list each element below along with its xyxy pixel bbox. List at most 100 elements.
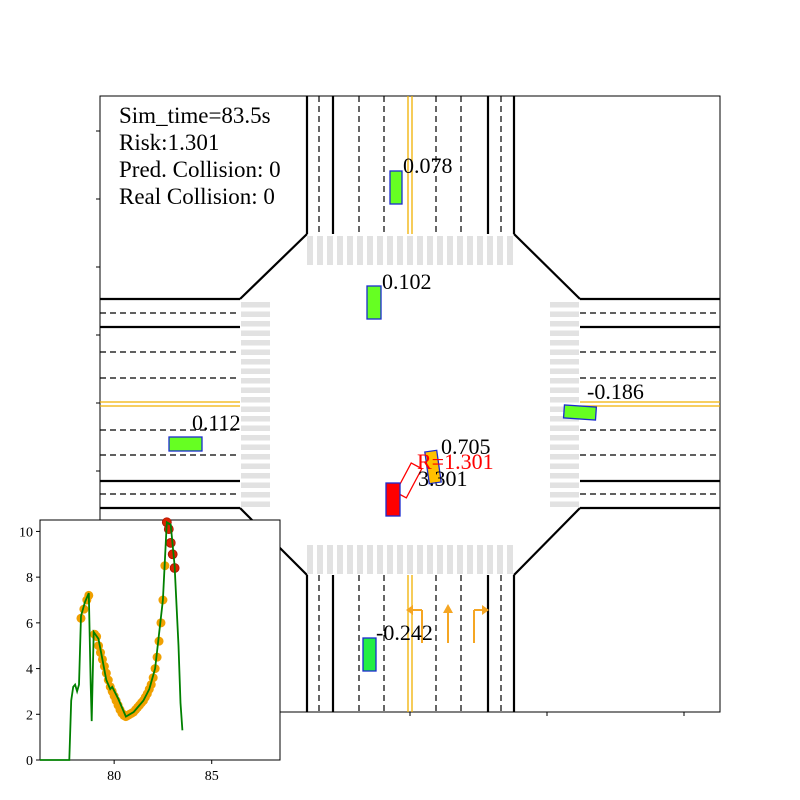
crosswalk-stripe xyxy=(241,435,270,441)
crosswalk-stripe xyxy=(507,545,513,574)
risk-line xyxy=(40,520,184,761)
crosswalk-stripe xyxy=(241,406,270,412)
vehicle-center xyxy=(424,449,442,485)
predicted-path-outline xyxy=(394,462,423,499)
crosswalk-stripe xyxy=(407,236,413,265)
vehicle-label: 3.301 xyxy=(418,466,468,491)
crosswalk-stripe xyxy=(550,330,579,336)
crosswalk-stripe xyxy=(241,425,270,431)
sim-status-overlay: Sim_time=83.5s Risk:1.301 Pred. Collisio… xyxy=(119,102,281,210)
vehicle-label: 0.112 xyxy=(192,410,241,435)
crosswalk-stripe xyxy=(367,545,373,574)
crosswalk-stripe xyxy=(241,501,270,507)
crosswalk-stripe xyxy=(550,387,579,393)
road-boundaries xyxy=(100,96,720,712)
y-tick-label: 2 xyxy=(26,708,33,723)
crosswalk-stripe xyxy=(357,236,363,265)
crosswalk-stripe xyxy=(417,236,423,265)
crosswalk-stripe xyxy=(241,416,270,422)
frame-ticks xyxy=(96,130,685,716)
crosswalk-stripe xyxy=(241,349,270,355)
crosswalk-stripe xyxy=(317,545,323,574)
crosswalk-stripe xyxy=(367,236,373,265)
straight-arrow-icon xyxy=(443,604,453,643)
crosswalk-stripe xyxy=(241,321,270,327)
vehicle-label: 0.078 xyxy=(403,153,453,178)
crosswalk-stripe xyxy=(377,545,383,574)
crosswalk-stripe xyxy=(241,482,270,488)
crosswalk-stripe xyxy=(550,340,579,346)
vehicle-north-far xyxy=(389,170,403,205)
crosswalk-stripe xyxy=(497,545,503,574)
y-tick-label: 6 xyxy=(26,617,33,632)
vehicle-ego xyxy=(385,482,401,517)
crosswalk-stripe xyxy=(347,545,353,574)
crosswalk-stripe xyxy=(241,454,270,460)
crosswalk-stripe xyxy=(241,311,270,317)
vehicle-south xyxy=(362,637,377,672)
crosswalk-stripe xyxy=(337,236,343,265)
crosswalk-stripe xyxy=(397,236,403,265)
left-turn-arrow-icon xyxy=(406,605,423,643)
crosswalk-stripe xyxy=(241,359,270,365)
vehicle-label: -0.242 xyxy=(376,620,433,645)
x-tick-label: 80 xyxy=(107,769,121,784)
crosswalk-stripe xyxy=(357,545,363,574)
crosswalk-stripe xyxy=(337,545,343,574)
crosswalk-stripe xyxy=(550,501,579,507)
crosswalk-stripe xyxy=(550,359,579,365)
crosswalk-stripe xyxy=(241,368,270,374)
risk-text: Risk:1.301 xyxy=(119,130,220,155)
crosswalk-stripe xyxy=(550,302,579,308)
y-tick-label: 4 xyxy=(26,663,33,678)
crosswalk-stripe xyxy=(447,236,453,265)
crosswalk-stripe xyxy=(241,444,270,450)
crosswalk-stripe xyxy=(241,397,270,403)
crosswalk-stripe xyxy=(550,492,579,498)
crosswalk-stripe xyxy=(477,236,483,265)
risk-inset-plot: 0 2 4 6 8 10 80 85 xyxy=(19,517,281,784)
crosswalk-stripe xyxy=(327,545,333,574)
crosswalk-stripe xyxy=(427,545,433,574)
crosswalk-stripe xyxy=(467,545,473,574)
crosswalk-stripe xyxy=(387,545,393,574)
crosswalk-stripe xyxy=(241,387,270,393)
crosswalk-stripe xyxy=(550,435,579,441)
sim-time-text: Sim_time=83.5s xyxy=(119,103,271,128)
right-turn-arrow-icon xyxy=(473,605,489,643)
recent-risk-point xyxy=(165,537,176,548)
crosswalk-stripe xyxy=(241,492,270,498)
crosswalk-stripe xyxy=(550,473,579,479)
vehicle-label: 0.705 xyxy=(441,434,491,459)
crosswalk-stripe xyxy=(241,378,270,384)
crosswalk-stripe xyxy=(317,236,323,265)
crosswalk-stripe xyxy=(307,545,313,574)
y-tick-label: 8 xyxy=(26,571,33,586)
crosswalks xyxy=(241,236,579,574)
vehicle-west xyxy=(168,436,203,452)
vehicle-label: 0.102 xyxy=(382,269,432,294)
crosswalk-stripe xyxy=(550,416,579,422)
crosswalk-stripe xyxy=(387,236,393,265)
crosswalk-stripe xyxy=(477,545,483,574)
crosswalk-stripe xyxy=(447,545,453,574)
crosswalk-stripe xyxy=(417,545,423,574)
crosswalk-stripe xyxy=(307,236,313,265)
crosswalk-stripe xyxy=(550,321,579,327)
crosswalk-stripe xyxy=(241,340,270,346)
crosswalk-stripe xyxy=(347,236,353,265)
y-tick-label: 10 xyxy=(19,525,33,540)
crosswalk-stripe xyxy=(437,545,443,574)
crosswalk-stripe xyxy=(550,463,579,469)
crosswalk-stripe xyxy=(427,236,433,265)
vehicle-north-near xyxy=(366,285,382,320)
crosswalk-stripe xyxy=(241,463,270,469)
crosswalk-stripe xyxy=(457,545,463,574)
crosswalk-stripe xyxy=(550,311,579,317)
vehicle-east xyxy=(562,404,598,421)
crosswalk-stripe xyxy=(467,236,473,265)
crosswalk-stripe xyxy=(550,378,579,384)
crosswalk-stripe xyxy=(241,330,270,336)
crosswalk-stripe xyxy=(550,368,579,374)
